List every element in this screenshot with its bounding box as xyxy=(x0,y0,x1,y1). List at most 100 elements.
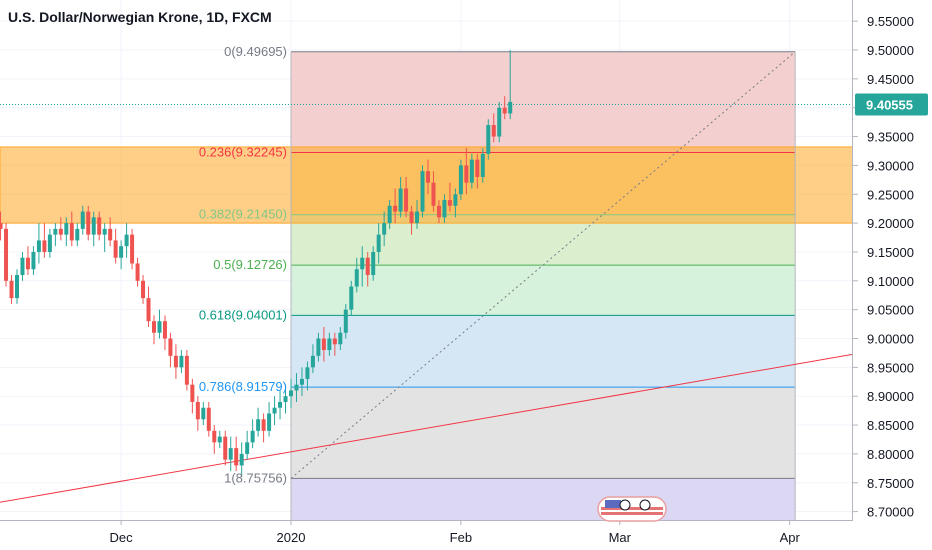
x-tick-label: Apr xyxy=(780,530,801,545)
candle-body xyxy=(75,228,80,241)
y-tick-label: 8.70000 xyxy=(867,505,914,520)
candle xyxy=(338,326,343,351)
candle xyxy=(382,211,387,247)
candle xyxy=(458,159,463,201)
candle xyxy=(294,373,299,402)
candle-body xyxy=(86,211,91,235)
candle-body xyxy=(190,384,195,402)
y-tick-label: 9.00000 xyxy=(867,332,914,347)
candle xyxy=(53,223,58,247)
candle xyxy=(398,176,403,218)
y-tick-label: 9.25000 xyxy=(867,187,914,202)
y-tick-label: 8.95000 xyxy=(867,360,914,375)
x-tick-label: Feb xyxy=(450,530,472,545)
candle xyxy=(184,350,189,391)
fib-level-label: 0.786(8.91579) xyxy=(199,379,287,394)
y-tick-label: 9.30000 xyxy=(867,158,914,173)
candle-body xyxy=(316,338,321,356)
candle xyxy=(86,205,91,241)
candle-body xyxy=(212,430,217,443)
x-tick-label: Dec xyxy=(110,530,134,545)
candle-body xyxy=(80,211,85,229)
candle xyxy=(283,384,288,414)
candle-body xyxy=(360,257,365,270)
candle xyxy=(245,430,250,460)
candle-body xyxy=(113,240,118,258)
candle xyxy=(20,251,25,281)
candle-body xyxy=(124,234,129,247)
candle-body xyxy=(480,153,485,177)
flag-icon[interactable] xyxy=(597,496,667,522)
candle xyxy=(31,246,36,276)
candle-body xyxy=(310,355,315,368)
candle xyxy=(4,223,9,287)
fib-level-label: 0.382(9.21450) xyxy=(199,207,287,222)
fib-trend-diagonal[interactable] xyxy=(290,51,796,479)
candle xyxy=(447,182,452,212)
candle-body xyxy=(228,448,233,460)
candle xyxy=(464,148,469,195)
candle-body xyxy=(278,401,283,408)
candle xyxy=(157,309,162,339)
candle-body xyxy=(0,223,3,229)
y-tick-label: 9.10000 xyxy=(867,274,914,289)
candle xyxy=(415,200,420,229)
candle xyxy=(9,275,14,304)
candle-body xyxy=(426,171,430,183)
candle xyxy=(431,171,436,212)
candle xyxy=(15,269,19,304)
candle-body xyxy=(464,165,469,183)
y-tick-label: 9.15000 xyxy=(867,245,914,260)
candle xyxy=(354,257,359,293)
candle xyxy=(376,223,381,264)
candle xyxy=(113,228,118,264)
candle-body xyxy=(475,159,480,177)
candle-body xyxy=(289,390,293,397)
candle xyxy=(102,223,107,252)
candle xyxy=(316,332,321,362)
candle-body xyxy=(64,223,69,235)
candle-body xyxy=(272,407,277,414)
candle xyxy=(80,205,85,235)
y-tick-label: 9.20000 xyxy=(867,216,914,231)
y-tick-label: 8.90000 xyxy=(867,389,914,404)
candle xyxy=(491,113,496,143)
candle-body xyxy=(141,280,146,299)
candle-body xyxy=(283,396,288,402)
candle xyxy=(321,326,326,362)
fib-level-labels: 0(9.49695) 0.236(9.32245) 0.382(9.21450) 0.… xyxy=(199,44,287,486)
y-tick-label: 9.55000 xyxy=(867,14,914,29)
current-price-value: 9.40555 xyxy=(866,97,913,112)
candle xyxy=(47,228,52,258)
current-price-tag: 9.40555 xyxy=(855,93,928,116)
x-axis-ticks[interactable]: Dec 2020 Feb Mar Apr xyxy=(110,520,801,545)
candle-body xyxy=(256,419,261,431)
candle-body xyxy=(53,228,58,235)
candle-body xyxy=(321,338,326,351)
supply-demand-zone[interactable] xyxy=(0,146,854,224)
candle xyxy=(453,188,458,218)
candle xyxy=(75,223,80,247)
candle-body xyxy=(409,211,414,224)
candle xyxy=(420,165,425,218)
candlestick-series xyxy=(0,50,513,477)
candle xyxy=(360,246,365,287)
fib-retracement-fills xyxy=(291,51,796,520)
candle xyxy=(130,228,135,270)
candle-body xyxy=(393,205,398,212)
candle xyxy=(387,200,392,229)
candle-body xyxy=(58,228,63,235)
x-tick-label: 2020 xyxy=(277,530,306,545)
candle xyxy=(212,425,217,454)
candle-body xyxy=(453,194,458,206)
candle xyxy=(267,401,272,437)
trend-line-red[interactable] xyxy=(0,352,862,517)
candle xyxy=(371,246,376,281)
candle-body xyxy=(195,401,200,420)
candle xyxy=(502,96,507,120)
candle xyxy=(124,223,129,258)
candle xyxy=(162,315,167,351)
candle-body xyxy=(332,338,337,345)
candle xyxy=(25,246,30,276)
